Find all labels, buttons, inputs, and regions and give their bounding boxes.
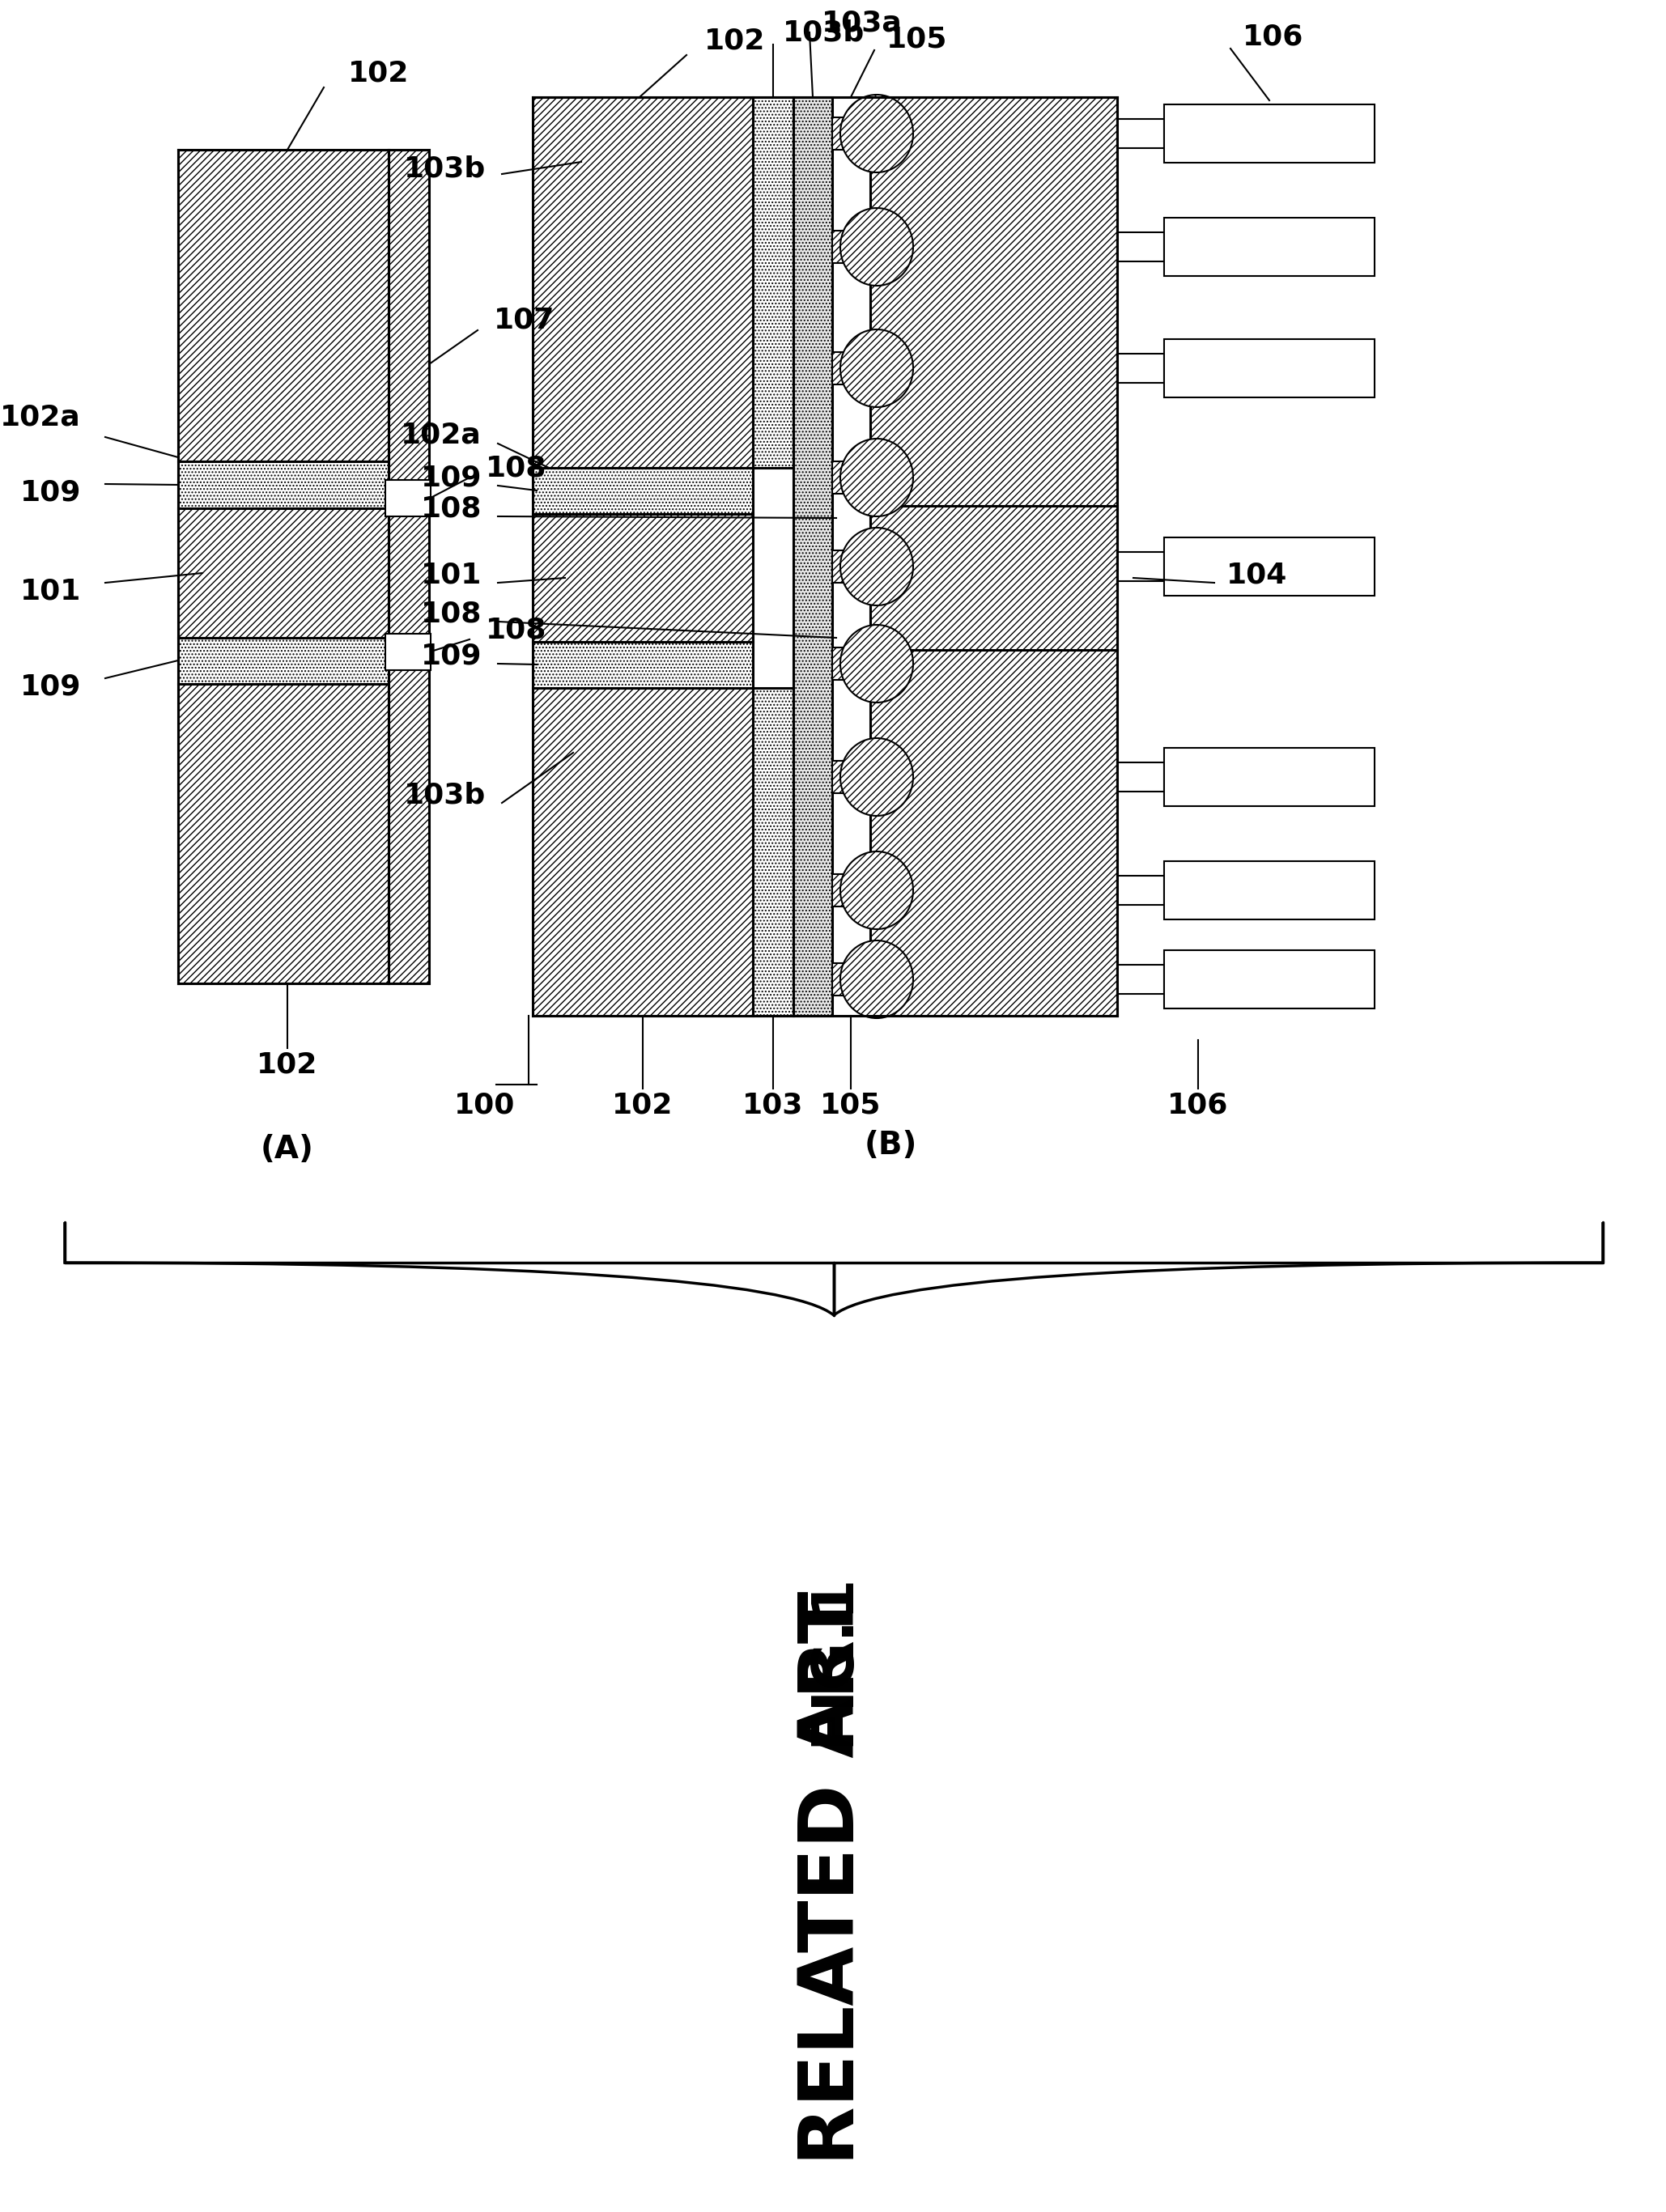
Bar [870, 507, 1118, 650]
Bar [1118, 553, 1165, 582]
Text: 105: 105 [886, 24, 948, 53]
Ellipse shape [840, 95, 913, 173]
Bar [1118, 232, 1165, 261]
Bar [178, 637, 388, 684]
Bar [870, 97, 1118, 1015]
Bar [1165, 748, 1374, 805]
Text: (B): (B) [865, 1130, 916, 1161]
Bar [793, 97, 833, 1015]
Text: 103: 103 [743, 1091, 803, 1119]
Text: (A): (A) [260, 1135, 315, 1166]
Text: 109: 109 [20, 672, 82, 701]
Bar [833, 230, 870, 263]
Text: 108: 108 [486, 453, 546, 482]
Text: 109: 109 [20, 478, 82, 507]
Ellipse shape [840, 330, 913, 407]
Text: 102: 102 [705, 27, 765, 55]
Text: 108: 108 [420, 599, 481, 628]
Text: 109: 109 [420, 641, 481, 670]
Bar [833, 117, 870, 150]
Bar [533, 688, 753, 1015]
Text: 100: 100 [453, 1091, 515, 1119]
Text: 102: 102 [348, 60, 410, 86]
Bar [178, 509, 388, 637]
Ellipse shape [840, 438, 913, 515]
Bar [833, 648, 870, 679]
Bar [178, 684, 388, 984]
Bar [1165, 951, 1374, 1009]
Text: 106: 106 [1243, 22, 1303, 51]
Text: 101: 101 [420, 562, 481, 588]
Bar [833, 551, 870, 582]
Text: 101: 101 [20, 577, 82, 604]
Bar [1118, 119, 1165, 148]
Ellipse shape [840, 624, 913, 703]
Text: 103a: 103a [821, 9, 903, 35]
Text: 104: 104 [1226, 562, 1288, 588]
Text: 107: 107 [493, 305, 555, 334]
Bar [385, 633, 431, 670]
Bar [178, 462, 388, 509]
Bar [833, 761, 870, 794]
Text: 105: 105 [820, 1091, 881, 1119]
Bar [533, 641, 753, 688]
Text: 102a: 102a [0, 403, 82, 431]
Text: 103b: 103b [783, 18, 865, 46]
Bar [833, 874, 870, 907]
Text: 103b: 103b [403, 781, 486, 810]
Ellipse shape [840, 940, 913, 1018]
Ellipse shape [840, 208, 913, 285]
Bar [178, 150, 388, 462]
Text: FIG.1: FIG.1 [805, 1573, 861, 1745]
Bar [753, 688, 793, 1015]
Bar [833, 962, 870, 995]
Bar [1118, 354, 1165, 383]
Bar [1118, 876, 1165, 905]
Text: 106: 106 [1168, 1091, 1228, 1119]
Bar [1165, 338, 1374, 398]
Bar [1165, 217, 1374, 276]
Bar [833, 462, 870, 493]
Text: 109: 109 [420, 465, 481, 491]
Ellipse shape [840, 852, 913, 929]
Text: 102a: 102a [402, 420, 481, 449]
Text: 103b: 103b [403, 155, 486, 181]
Bar [1118, 964, 1165, 993]
Bar [1165, 538, 1374, 595]
Bar [753, 97, 793, 467]
Bar [1118, 763, 1165, 792]
Text: 108: 108 [420, 495, 481, 522]
Text: 102: 102 [257, 1051, 318, 1077]
Bar [388, 150, 430, 984]
Bar [533, 97, 753, 467]
Bar [385, 480, 431, 515]
Bar [833, 352, 870, 385]
Bar [1165, 104, 1374, 164]
Ellipse shape [840, 529, 913, 606]
Bar [533, 467, 753, 513]
Ellipse shape [840, 739, 913, 816]
Bar [1165, 860, 1374, 920]
Bar [533, 513, 753, 641]
Text: 102: 102 [611, 1091, 673, 1119]
Text: RELATED ART: RELATED ART [796, 1590, 870, 2166]
Text: 108: 108 [486, 615, 546, 644]
